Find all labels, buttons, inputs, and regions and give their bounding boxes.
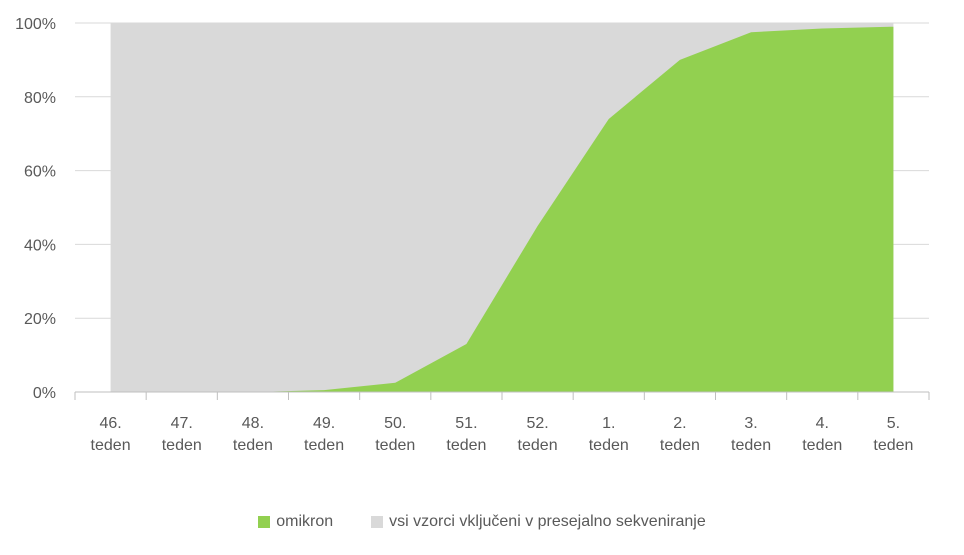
x-tick-label: 3. teden bbox=[731, 415, 771, 454]
x-tick-label: 49. teden bbox=[304, 415, 344, 454]
x-tick-label: 52. teden bbox=[518, 415, 558, 454]
legend-label-omikron: omikron bbox=[276, 513, 334, 530]
y-tick-label: 100% bbox=[15, 16, 56, 33]
y-tick-label: 40% bbox=[24, 237, 56, 254]
legend-swatch-all-samples bbox=[371, 516, 384, 528]
area-series-0 bbox=[110, 26, 894, 392]
y-tick-label: 0% bbox=[33, 385, 56, 402]
legend-label-all-samples: vsi vzorci vključeni v presejalno sekven… bbox=[389, 513, 706, 530]
x-tick-label: 4. teden bbox=[802, 415, 842, 454]
legend-swatch-omikron bbox=[258, 516, 271, 528]
x-tick-label: 51. teden bbox=[446, 415, 486, 454]
x-tick-label: 5. teden bbox=[873, 415, 913, 454]
y-tick-label: 80% bbox=[24, 90, 56, 107]
x-axis bbox=[74, 391, 930, 400]
x-tick-label: 46. teden bbox=[91, 415, 131, 454]
y-axis-ticks: 0% 20% 40% 60% 80% 100% bbox=[15, 16, 56, 402]
x-tick-label: 1. teden bbox=[589, 415, 629, 454]
y-tick-label: 20% bbox=[24, 311, 56, 328]
chart-areas bbox=[110, 23, 894, 392]
y-tick-label: 60% bbox=[24, 164, 56, 181]
x-axis-ticks: 46. teden 47. teden 48. teden 49. teden 50. teden… bbox=[91, 415, 914, 454]
legend-item-all-samples: vsi vzorci vključeni v presejalno sekven… bbox=[371, 513, 706, 531]
x-tick-label: 50. teden bbox=[375, 415, 415, 454]
x-tick-label: 48. teden bbox=[233, 415, 273, 454]
legend: omikron vsi vzorci vključeni v presejaln… bbox=[0, 513, 964, 531]
legend-item-omikron: omikron bbox=[258, 513, 333, 531]
x-tick-label: 2. teden bbox=[660, 415, 700, 454]
x-tick-label: 47. teden bbox=[162, 415, 202, 454]
